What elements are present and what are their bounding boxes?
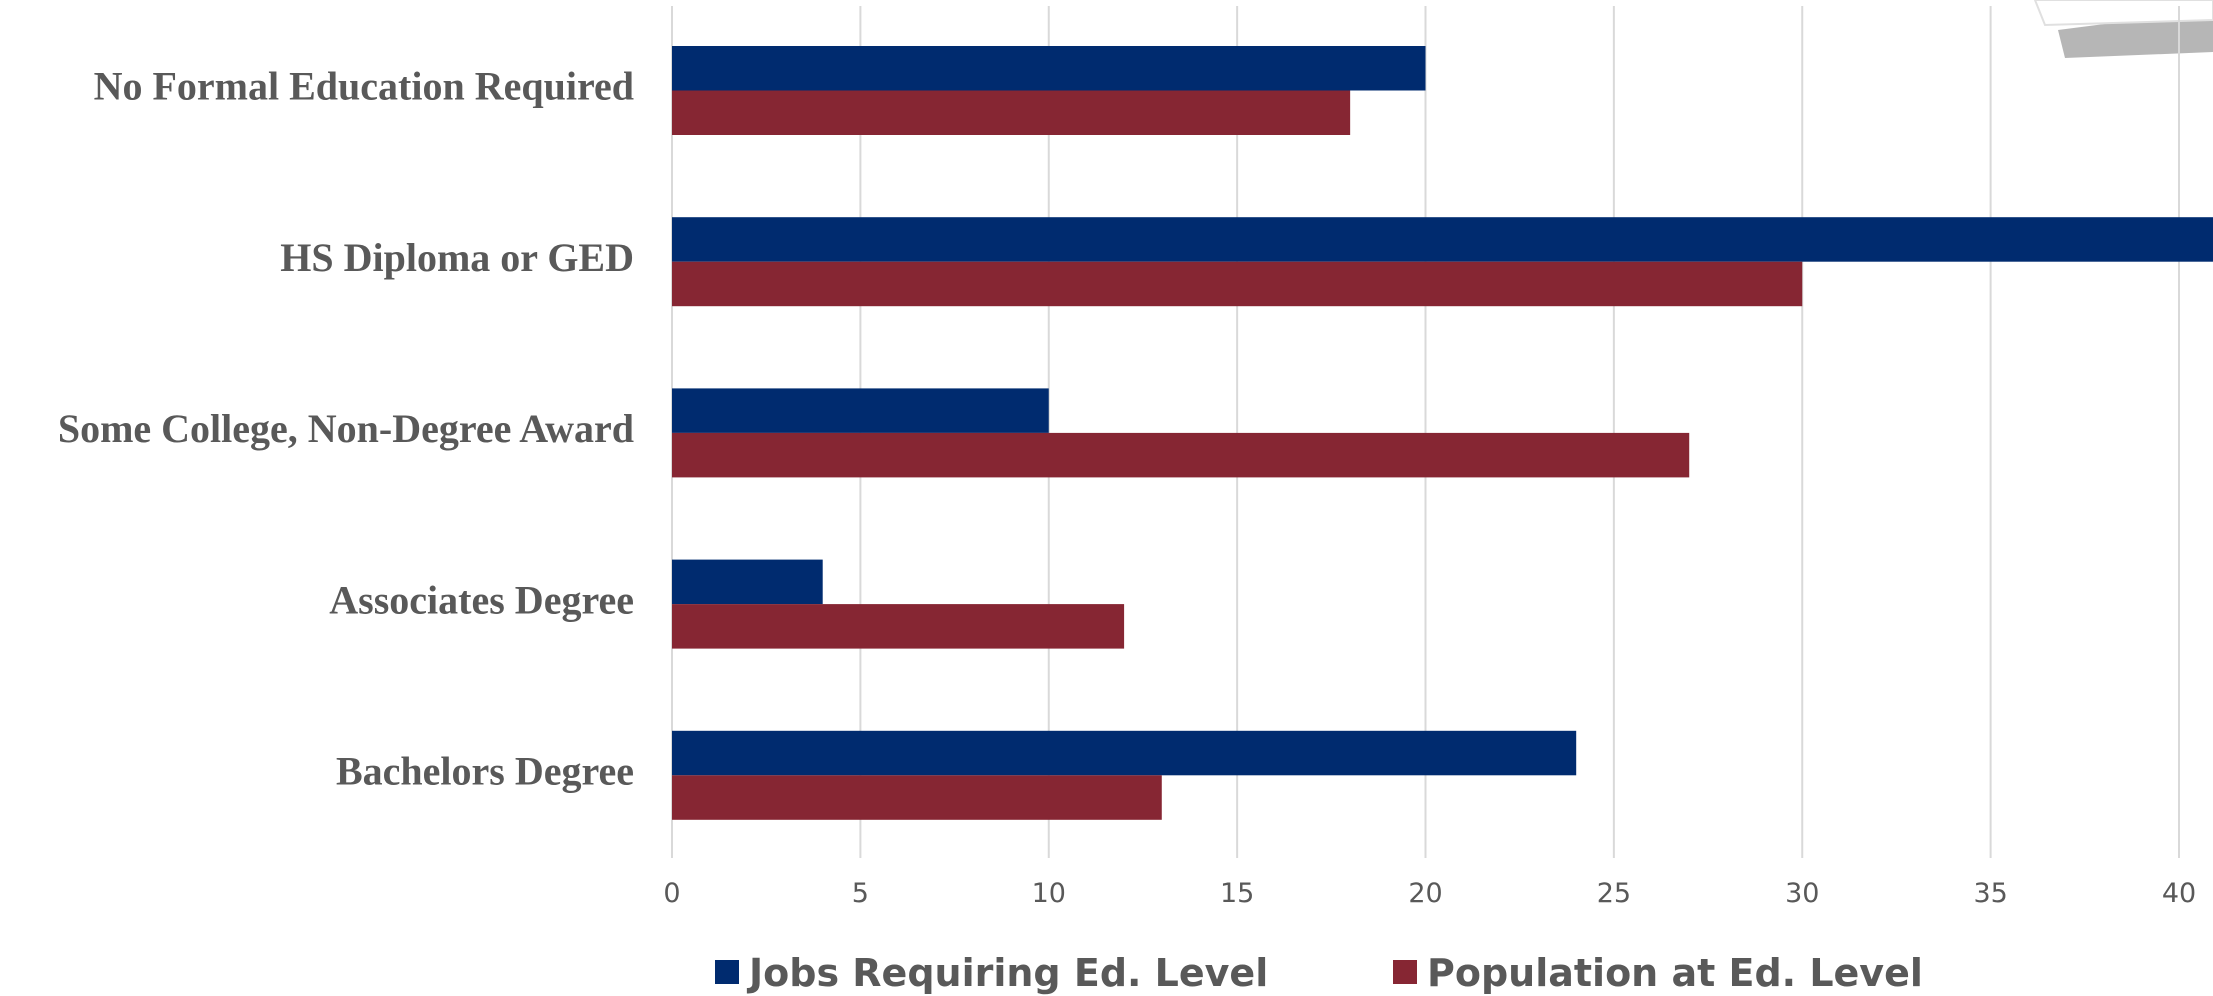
gridlines [671,6,2180,858]
category-labels: No Formal Education Required HS Diploma o… [58,64,634,794]
bar-population-2 [672,432,1690,478]
x-tick-label: 10 [1032,878,1066,909]
bar-population-1 [672,261,1803,307]
bar-jobs-4 [672,730,1577,776]
legend-label: Jobs Requiring Ed. Level [746,951,1268,995]
bar-population-3 [672,604,1125,649]
category-label: Bachelors Degree [336,748,634,793]
x-tick-label: 15 [1220,878,1254,909]
x-tick-label: 35 [1973,878,2007,909]
category-label: Associates Degree [329,577,634,622]
category-label: Some College, Non-Degree Award [58,406,634,451]
x-tick-label: 5 [852,878,869,909]
decorative-card-corner [2033,0,2213,58]
category-label: HS Diploma or GED [280,235,634,280]
x-axis-tick-labels: 0 5 10 15 20 25 30 35 40 [663,878,2196,909]
bars [672,46,2213,820]
bar-population-4 [672,775,1162,820]
legend-label: Population at Ed. Level [1427,951,1923,995]
x-tick-label: 25 [1597,878,1631,909]
x-tick-label: 0 [663,878,680,909]
bar-jobs-2 [672,388,1049,433]
legend: Jobs Requiring Ed. Level Population at Ed… [715,951,1923,995]
x-tick-label: 40 [2162,878,2196,909]
bar-population-0 [672,90,1351,135]
legend-swatch [1393,960,1417,984]
bar-jobs-0 [672,46,1426,91]
category-label: No Formal Education Required [94,64,634,109]
x-tick-label: 30 [1785,878,1819,909]
bar-jobs-1 [672,217,2213,262]
legend-swatch [715,960,739,984]
bar-jobs-3 [672,559,823,605]
x-tick-label: 20 [1408,878,1442,909]
